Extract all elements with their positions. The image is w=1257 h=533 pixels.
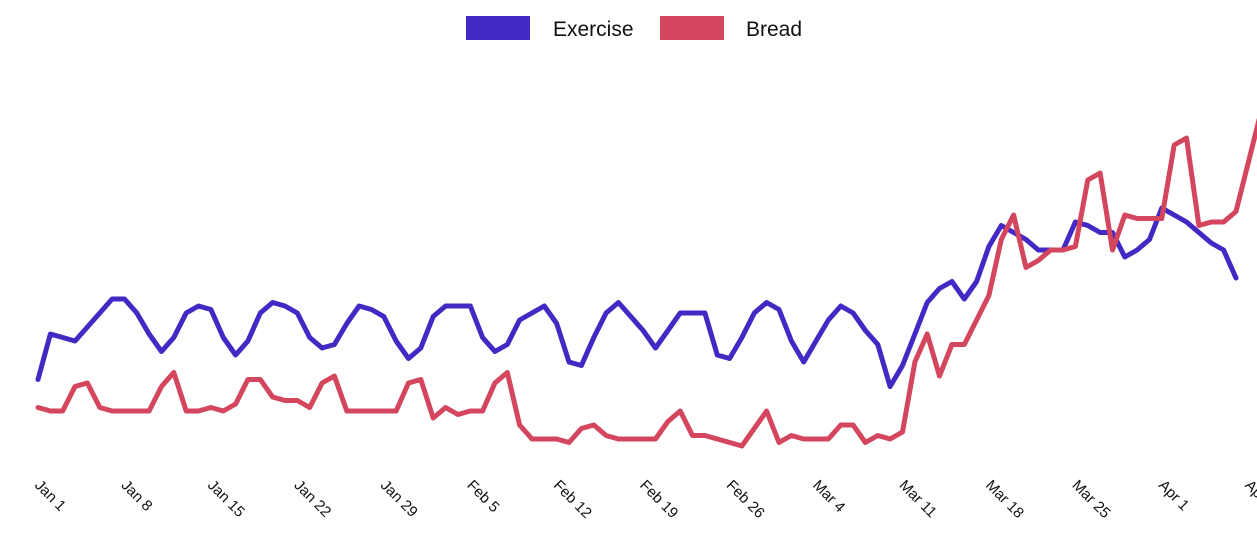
x-tick-label: Feb 19	[636, 477, 681, 522]
x-tick-label: Jan 29	[377, 477, 421, 521]
x-tick-label: Mar 18	[982, 477, 1027, 522]
series-line-bread	[35, 117, 1257, 449]
legend: Exercise Bread	[466, 16, 802, 41]
legend-label-bread: Bread	[746, 18, 802, 41]
plot-area	[35, 117, 1257, 449]
legend-item-bread[interactable]: Bread	[660, 16, 802, 41]
x-tick-label: Apr 1	[1155, 477, 1192, 514]
x-tick-label: Apr 8	[1241, 477, 1257, 514]
x-tick-label: Jan 15	[204, 477, 248, 521]
x-tick-label: Feb 12	[550, 477, 595, 522]
x-tick-label: Jan 1	[31, 477, 69, 515]
x-tick-label: Jan 8	[118, 477, 156, 515]
x-tick-label: Feb 5	[463, 477, 502, 516]
legend-label-exercise: Exercise	[553, 18, 634, 41]
x-tick-label: Mar 11	[896, 477, 940, 521]
x-tick-label: Jan 22	[291, 477, 335, 521]
legend-item-exercise[interactable]: Exercise	[466, 16, 634, 41]
x-tick-label: Feb 26	[723, 477, 768, 522]
series-line-exercise	[35, 205, 1239, 389]
legend-swatch-exercise	[466, 16, 530, 40]
x-axis: Jan 1 Jan 8 Jan 15 Jan 22 Jan 29 Feb 5 Feb 12 F…	[31, 477, 1257, 522]
x-tick-label: Mar 25	[1069, 477, 1114, 522]
legend-swatch-bread	[660, 16, 724, 40]
x-tick-label: Mar 4	[809, 477, 848, 516]
